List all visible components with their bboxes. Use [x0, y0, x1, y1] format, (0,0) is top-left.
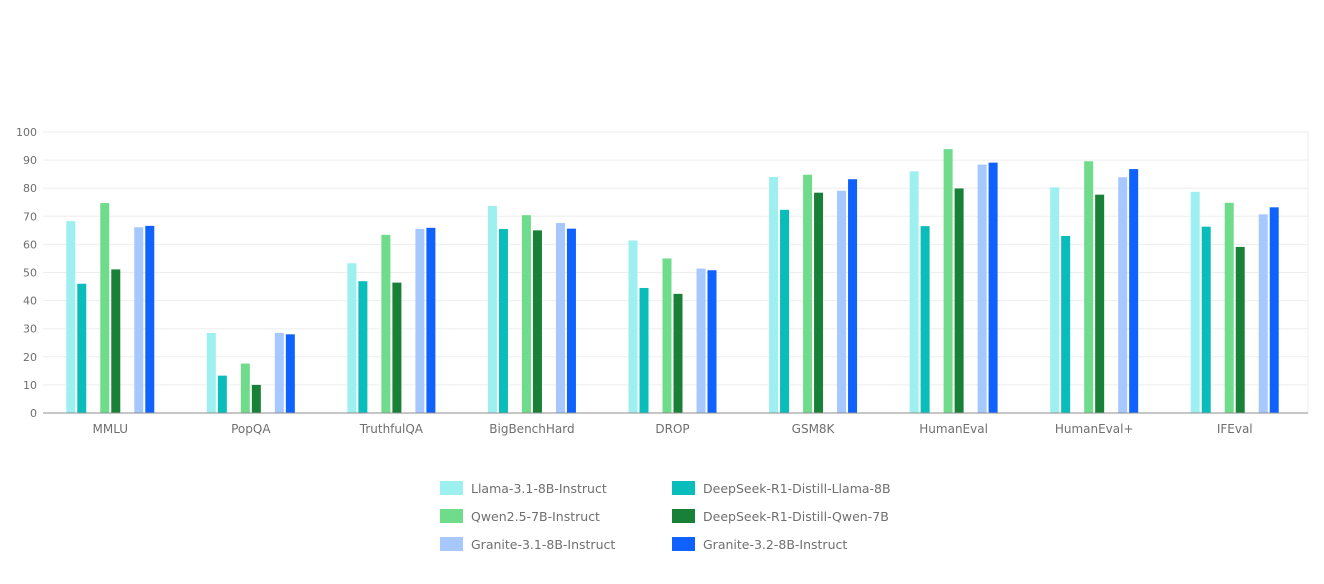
bar-drop-1 [639, 287, 649, 413]
legend-item[interactable]: Granite-3.2-8B-Instruct [672, 537, 847, 552]
bar-popqa-5 [285, 334, 295, 413]
x-tick-label: PopQA [231, 422, 271, 436]
legend-label: DeepSeek-R1-Distill-Qwen-7B [703, 509, 889, 524]
bar-popqa-2 [240, 363, 250, 413]
bar-humaneval--3 [1095, 194, 1105, 413]
bar-gsm8k-4 [837, 190, 847, 413]
bar-bigbenchhard-4 [555, 223, 565, 413]
bar-drop-5 [707, 270, 717, 413]
bar-ifeval-2 [1224, 202, 1234, 413]
y-tick-label: 10 [23, 379, 37, 392]
bar-drop-3 [673, 293, 683, 413]
bar-bigbenchhard-0 [487, 205, 497, 413]
x-axis-ticks: MMLU PopQA TruthfulQA BigBenchHard DROP GSM8K… [92, 422, 1252, 436]
x-tick-label: IFEval [1217, 422, 1253, 436]
legend-item[interactable]: Granite-3.1-8B-Instruct [440, 537, 615, 552]
legend-label: Llama-3.1-8B-Instruct [471, 481, 607, 496]
y-tick-label: 90 [23, 154, 37, 167]
bar-humaneval-0 [909, 171, 919, 413]
bar-mmlu-4 [134, 227, 144, 413]
bar-truthfulqa-5 [426, 227, 436, 413]
bar-gsm8k-2 [803, 174, 813, 413]
legend-item[interactable]: Llama-3.1-8B-Instruct [440, 481, 607, 496]
y-tick-label: 100 [16, 126, 37, 139]
x-tick-label: BigBenchHard [489, 422, 574, 436]
y-tick-label: 70 [23, 210, 37, 223]
bar-drop-4 [696, 268, 706, 413]
y-tick-label: 20 [23, 351, 37, 364]
bar-mmlu-2 [100, 203, 110, 413]
legend-label: Granite-3.2-8B-Instruct [703, 537, 847, 552]
bar-popqa-4 [274, 332, 284, 413]
x-tick-label: HumanEval [919, 422, 988, 436]
bar-drop-0 [628, 240, 638, 413]
bar-bigbenchhard-5 [566, 228, 576, 413]
bar-humaneval--4 [1118, 177, 1128, 413]
legend-swatch [672, 537, 695, 551]
bar-humaneval-2 [943, 149, 953, 414]
bar-gsm8k-1 [780, 209, 790, 413]
legend-item[interactable]: DeepSeek-R1-Distill-Qwen-7B [672, 509, 889, 524]
y-axis-ticks: 0 10 20 30 40 50 60 70 80 90 100 [16, 126, 37, 420]
bar-gsm8k-0 [769, 176, 779, 413]
y-tick-label: 60 [23, 238, 37, 251]
bars [66, 149, 1279, 414]
bar-truthfulqa-0 [347, 263, 357, 413]
x-tick-label: MMLU [92, 422, 128, 436]
bar-gsm8k-5 [848, 179, 858, 413]
legend-swatch [672, 509, 695, 523]
bar-truthfulqa-4 [415, 228, 425, 413]
bar-truthfulqa-2 [381, 234, 391, 413]
x-tick-label: GSM8K [792, 422, 836, 436]
bar-popqa-0 [206, 332, 216, 413]
legend-label: DeepSeek-R1-Distill-Llama-8B [703, 481, 891, 496]
y-tick-label: 0 [30, 407, 37, 420]
bar-humaneval-1 [920, 226, 930, 413]
x-tick-label: TruthfulQA [359, 422, 424, 436]
bar-humaneval-3 [954, 188, 964, 413]
bar-gsm8k-3 [814, 192, 824, 413]
bar-truthfulqa-1 [358, 281, 368, 413]
bar-bigbenchhard-3 [532, 230, 542, 413]
legend-item[interactable]: Qwen2.5-7B-Instruct [440, 509, 600, 524]
legend-swatch [440, 537, 463, 551]
legend: Llama-3.1-8B-Instruct DeepSeek-R1-Distill… [440, 481, 891, 552]
legend-label: Qwen2.5-7B-Instruct [471, 509, 600, 524]
bar-humaneval--5 [1129, 169, 1139, 413]
bar-mmlu-5 [145, 225, 155, 413]
bar-bigbenchhard-2 [521, 215, 531, 413]
bar-mmlu-3 [111, 269, 121, 413]
bar-drop-2 [662, 258, 672, 413]
bar-popqa-1 [217, 375, 227, 413]
legend-swatch [672, 481, 695, 495]
x-tick-label: HumanEval+ [1055, 422, 1134, 436]
bar-ifeval-0 [1190, 191, 1200, 413]
bar-truthfulqa-3 [392, 282, 402, 413]
legend-swatch [440, 509, 463, 523]
legend-swatch [440, 481, 463, 495]
bar-ifeval-1 [1201, 226, 1211, 413]
bar-humaneval--0 [1050, 187, 1060, 413]
x-tick-label: DROP [655, 422, 689, 436]
bar-humaneval--1 [1061, 235, 1071, 413]
bar-ifeval-5 [1269, 207, 1279, 413]
legend-label: Granite-3.1-8B-Instruct [471, 537, 615, 552]
bar-ifeval-3 [1235, 246, 1245, 413]
bar-humaneval--2 [1084, 161, 1094, 413]
bar-popqa-3 [251, 384, 261, 413]
bar-humaneval-5 [988, 162, 998, 413]
y-tick-label: 40 [23, 295, 37, 308]
y-tick-label: 30 [23, 323, 37, 336]
bar-bigbenchhard-1 [498, 228, 508, 413]
bar-humaneval-4 [977, 164, 987, 413]
bar-ifeval-4 [1258, 214, 1268, 413]
y-tick-label: 80 [23, 182, 37, 195]
legend-item[interactable]: DeepSeek-R1-Distill-Llama-8B [672, 481, 891, 496]
bar-mmlu-0 [66, 221, 76, 413]
bar-mmlu-1 [77, 283, 87, 413]
y-tick-label: 50 [23, 267, 37, 280]
